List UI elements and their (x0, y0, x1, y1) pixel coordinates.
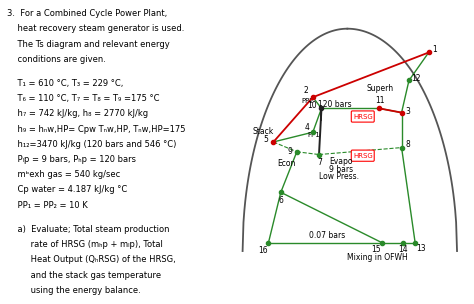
Text: Econ: Econ (277, 159, 296, 168)
Text: a)  Evaluate; Total steam production: a) Evaluate; Total steam production (7, 225, 169, 234)
FancyBboxPatch shape (351, 111, 374, 122)
Text: 3.  For a Combined Cycle Power Plant,: 3. For a Combined Cycle Power Plant, (7, 9, 167, 18)
Text: PP2: PP2 (302, 98, 314, 104)
Text: using the energy balance.: using the energy balance. (7, 286, 140, 295)
Text: 8: 8 (405, 140, 410, 149)
Text: 10: 10 (307, 101, 317, 110)
Text: HRSG: HRSG (353, 113, 373, 119)
Text: 12: 12 (411, 74, 420, 83)
Text: Pₗp = 9 bars, Pₕp = 120 bars: Pₗp = 9 bars, Pₕp = 120 bars (7, 155, 136, 164)
Text: and the stack gas temperature: and the stack gas temperature (7, 271, 161, 280)
Text: 9 bars: 9 bars (329, 165, 353, 174)
Text: PP1: PP1 (307, 132, 320, 138)
Text: h₉ = hₙw,HP= Cpw Tₙw,HP, Tₙw,HP=175: h₉ = hₙw,HP= Cpw Tₙw,HP, Tₙw,HP=175 (7, 125, 185, 134)
Text: heat recovery steam generator is used.: heat recovery steam generator is used. (7, 24, 184, 33)
Text: 16: 16 (258, 246, 268, 255)
Text: conditions are given.: conditions are given. (7, 55, 106, 64)
Text: h₇ = 742 kJ/kg, h₈ = 2770 kJ/kg: h₇ = 742 kJ/kg, h₈ = 2770 kJ/kg (7, 109, 148, 119)
Text: 14: 14 (399, 245, 408, 254)
Text: 6: 6 (278, 196, 283, 205)
Text: h₁₂=3470 kJ/kg (120 bars and 546 °C): h₁₂=3470 kJ/kg (120 bars and 546 °C) (7, 140, 176, 149)
Text: PP₁ = PP₂ = 10 K: PP₁ = PP₂ = 10 K (7, 201, 87, 210)
Text: 5: 5 (263, 135, 268, 144)
Text: 13: 13 (416, 244, 425, 253)
Text: 2: 2 (303, 86, 308, 95)
Text: 0.07 bars: 0.07 bars (309, 231, 345, 240)
Text: Superh: Superh (366, 84, 394, 93)
Text: 3: 3 (405, 107, 410, 116)
Text: 7: 7 (317, 158, 322, 167)
Text: 9: 9 (287, 147, 292, 156)
Text: 120 bars: 120 bars (318, 100, 352, 109)
Text: Cp water = 4.187 kJ/kg °C: Cp water = 4.187 kJ/kg °C (7, 185, 127, 195)
Text: Mixing in OFWH: Mixing in OFWH (347, 253, 408, 262)
Text: Low Press.: Low Press. (319, 172, 359, 181)
Text: Heat Output (QₕRSG) of the HRSG,: Heat Output (QₕRSG) of the HRSG, (7, 255, 175, 264)
Text: Stack: Stack (252, 127, 273, 136)
Text: 11: 11 (375, 96, 384, 105)
Text: T: T (214, 0, 222, 1)
Text: 15: 15 (372, 245, 381, 254)
Text: mᵇexh gas = 540 kg/sec: mᵇexh gas = 540 kg/sec (7, 170, 120, 179)
Text: Evapo: Evapo (329, 157, 353, 166)
Text: 1: 1 (432, 45, 437, 54)
FancyBboxPatch shape (351, 150, 374, 161)
Text: 4: 4 (304, 123, 309, 132)
Text: T₁ = 610 °C, T₃ = 229 °C,: T₁ = 610 °C, T₃ = 229 °C, (7, 79, 123, 88)
Text: T₆ = 110 °C, T₇ = T₈ = T₉ =175 °C: T₆ = 110 °C, T₇ = T₈ = T₉ =175 °C (7, 94, 159, 103)
Text: The Ts diagram and relevant energy: The Ts diagram and relevant energy (7, 40, 169, 49)
Text: HRSG: HRSG (353, 153, 373, 159)
Text: rate of HRSG (mₕp + mₗp), Total: rate of HRSG (mₕp + mₗp), Total (7, 240, 163, 249)
